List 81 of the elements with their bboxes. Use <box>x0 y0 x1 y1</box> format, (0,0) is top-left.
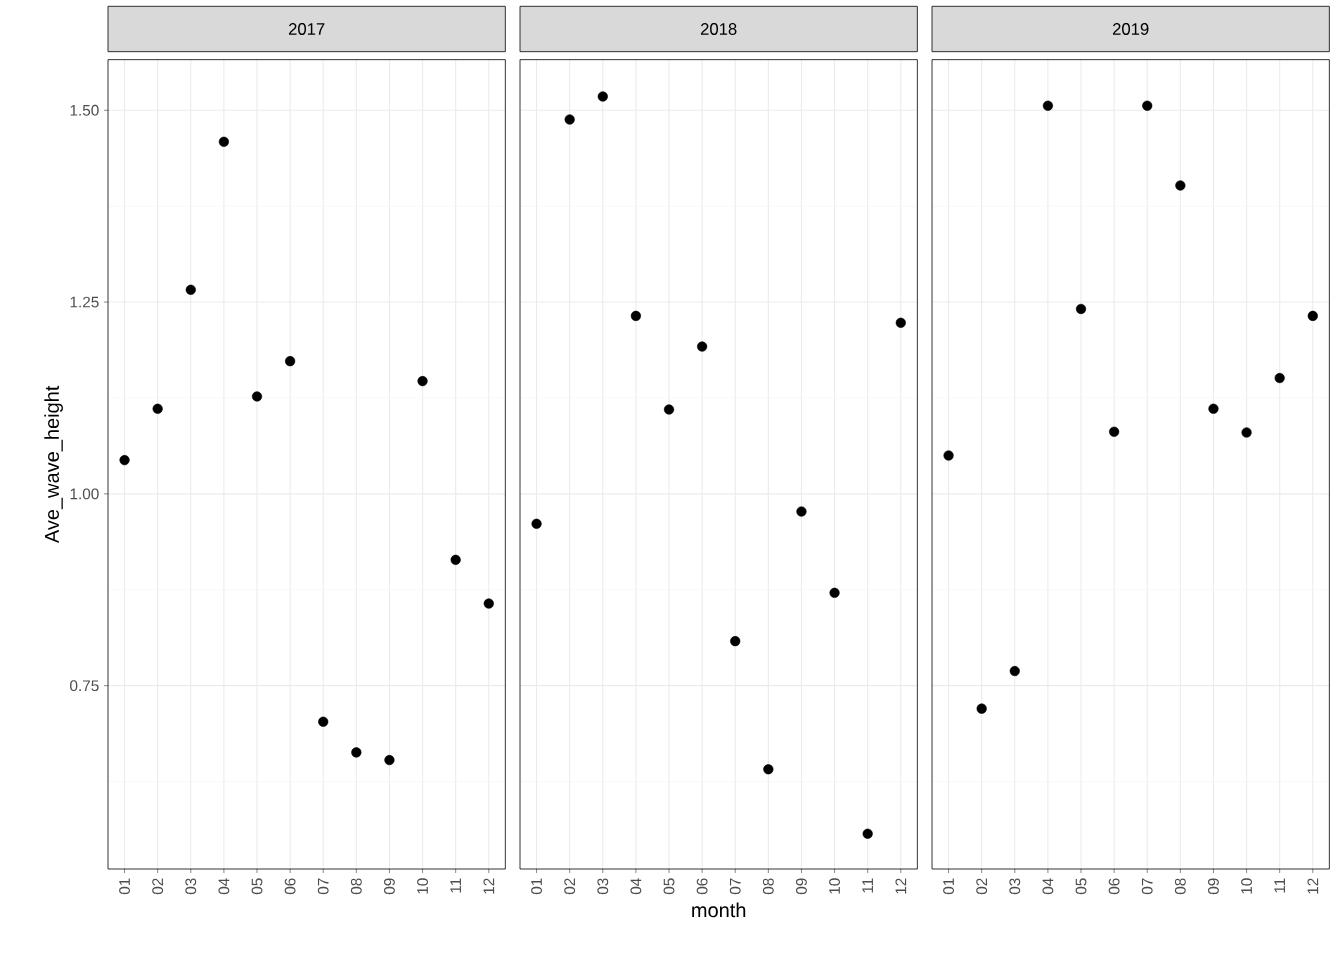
point <box>185 284 196 295</box>
x-tick-label: 02 <box>152 878 164 895</box>
point <box>730 636 741 647</box>
x-tick-label: 05 <box>1075 878 1087 895</box>
point <box>564 114 575 125</box>
y-tick-label: 1.25 <box>70 296 99 308</box>
point <box>531 518 542 529</box>
point <box>152 403 163 414</box>
x-tick-label: 11 <box>450 878 461 893</box>
x-tick-label: 11 <box>862 878 873 893</box>
point <box>483 598 494 609</box>
point <box>796 506 807 517</box>
point <box>384 754 395 766</box>
x-tick-label: 12 <box>895 878 907 894</box>
point <box>417 376 428 387</box>
point <box>251 391 263 402</box>
x-tick-label: 10 <box>1241 878 1252 894</box>
x-tick-label: 01 <box>119 878 130 895</box>
x-tick-label: 10 <box>417 878 428 894</box>
point <box>862 828 873 839</box>
x-tick-label: 04 <box>1042 878 1054 895</box>
point <box>1274 372 1285 384</box>
x-tick-label: 01 <box>943 878 954 895</box>
point <box>450 554 461 565</box>
x-tick-label: 06 <box>1108 878 1120 895</box>
x-tick-label: 07 <box>317 878 329 895</box>
x-axis-title: month <box>692 902 746 918</box>
chart-title: 2017 <box>288 23 325 35</box>
x-tick-label: 04 <box>630 878 642 895</box>
chart-title: 2018 <box>700 23 737 35</box>
point <box>976 703 987 714</box>
point <box>218 136 229 147</box>
x-tick-label: 05 <box>663 878 675 895</box>
x-tick-label: 09 <box>1208 878 1219 895</box>
point <box>1208 403 1219 414</box>
x-tick-label: 08 <box>1174 878 1186 895</box>
x-tick-label: 01 <box>531 878 542 895</box>
point <box>1109 426 1120 437</box>
point <box>1009 666 1020 677</box>
point <box>943 450 954 461</box>
chart-title: 2019 <box>1112 23 1149 35</box>
x-tick-label: 03 <box>185 878 197 895</box>
x-tick-label: 04 <box>218 878 230 895</box>
point <box>829 587 840 598</box>
x-tick-label: 11 <box>1274 878 1285 893</box>
point <box>697 341 708 352</box>
x-tick-label: 09 <box>384 878 395 895</box>
x-tick-label: 03 <box>1009 878 1021 895</box>
x-tick-label: 06 <box>284 878 296 895</box>
x-tick-label: 07 <box>1141 878 1153 895</box>
point <box>1175 180 1186 191</box>
x-tick-label: 02 <box>564 878 576 895</box>
y-tick-label: 1.00 <box>70 488 99 500</box>
x-tick-label: 05 <box>251 878 263 895</box>
point <box>351 747 362 758</box>
y-tick-label: 1.50 <box>70 104 99 116</box>
point <box>285 356 296 367</box>
x-tick-label: 10 <box>829 878 840 894</box>
point <box>763 764 774 775</box>
point <box>663 404 675 415</box>
point <box>1241 427 1252 438</box>
point <box>895 317 906 328</box>
point <box>630 310 641 321</box>
point <box>1075 303 1087 315</box>
x-tick-label: 02 <box>976 878 988 895</box>
point <box>1042 100 1053 111</box>
point <box>1307 310 1318 321</box>
x-tick-label: 03 <box>597 878 609 895</box>
point <box>119 455 130 466</box>
x-tick-label: 12 <box>1307 878 1319 894</box>
y-axis-title: Ave_wave_height <box>44 385 63 544</box>
x-tick-label: 07 <box>729 878 741 895</box>
point <box>1142 100 1153 111</box>
point <box>318 716 329 727</box>
x-tick-label: 09 <box>796 878 807 895</box>
x-tick-label: 06 <box>696 878 708 895</box>
x-tick-label: 12 <box>483 878 495 894</box>
x-tick-label: 08 <box>350 878 362 895</box>
y-tick-label: 0.75 <box>70 680 99 692</box>
x-tick-label: 08 <box>762 878 774 895</box>
point <box>597 91 608 102</box>
